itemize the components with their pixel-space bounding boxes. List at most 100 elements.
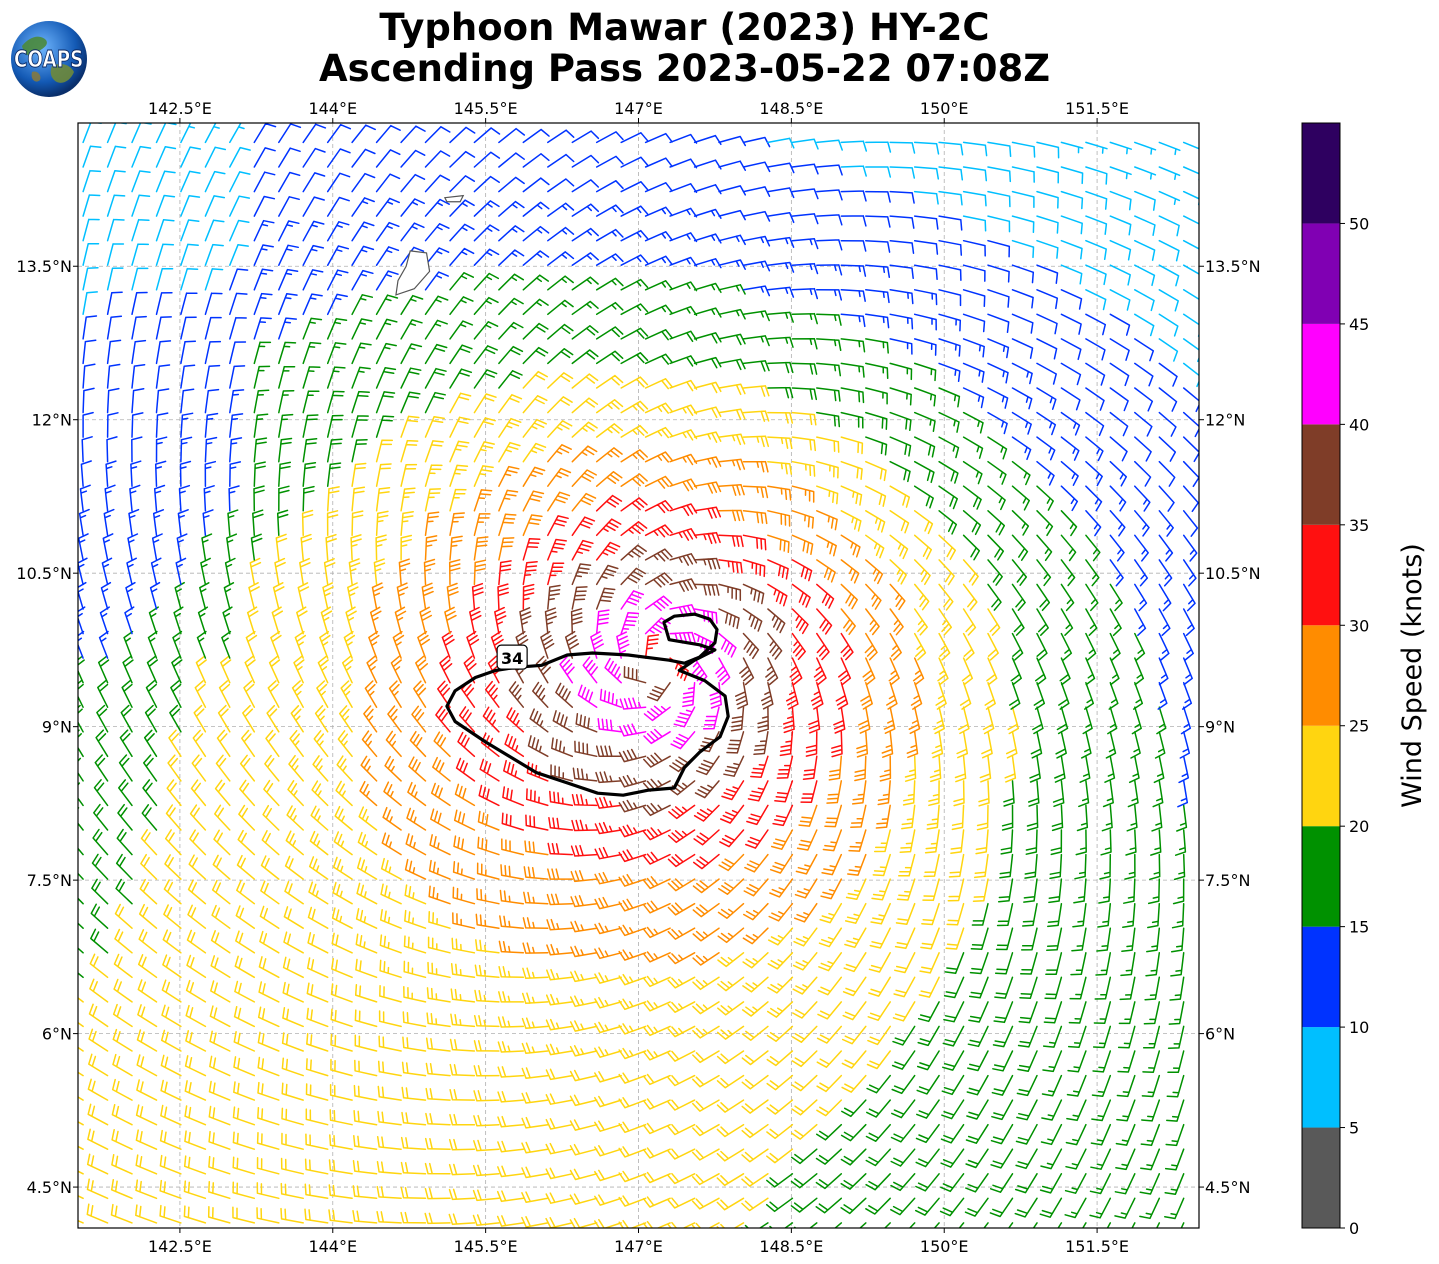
wind-barb xyxy=(180,316,197,340)
wind-barb xyxy=(500,864,525,880)
wind-barb xyxy=(114,928,133,954)
wind-barb xyxy=(618,873,647,887)
wind-barb xyxy=(993,1001,1014,1024)
wind-barb xyxy=(1134,264,1156,287)
wind-barb xyxy=(618,1097,647,1109)
wind-barb xyxy=(112,1028,133,1052)
wind-barb xyxy=(1172,878,1185,905)
wind-barb xyxy=(643,705,671,722)
wind-barb xyxy=(1069,976,1087,1000)
wind-barb xyxy=(186,954,207,979)
wind-barb xyxy=(280,1182,304,1200)
wind-barb xyxy=(1091,1074,1112,1097)
wind-barb xyxy=(477,810,500,831)
colorbar-bin xyxy=(1302,725,1340,827)
wind-barb xyxy=(180,340,197,365)
wind-barb xyxy=(155,340,172,365)
wind-barb xyxy=(227,509,239,537)
wind-barb xyxy=(1039,1197,1063,1218)
wind-barb xyxy=(889,510,910,534)
wind-barb xyxy=(494,606,507,635)
wind-barb xyxy=(1134,559,1149,587)
wind-barb xyxy=(449,296,474,316)
wind-barb xyxy=(594,1145,622,1157)
wind-barb xyxy=(256,1132,280,1150)
wind-barb xyxy=(569,995,598,1008)
wind-barb xyxy=(739,657,755,686)
wind-barb xyxy=(944,952,965,975)
wind-barb xyxy=(1121,927,1136,953)
wind-barb xyxy=(545,1068,574,1081)
wind-barb xyxy=(816,534,837,557)
wind-barb xyxy=(1102,780,1114,808)
wind-barb xyxy=(595,131,624,144)
wind-barb xyxy=(323,558,336,586)
wind-barb xyxy=(160,1054,182,1077)
wind-barb xyxy=(547,129,575,144)
wind-barb xyxy=(623,665,647,684)
wind-barb xyxy=(472,1189,500,1202)
wind-barb xyxy=(1109,657,1120,686)
wind-barb xyxy=(209,1030,231,1052)
wind-barb xyxy=(1078,780,1090,808)
wind-barb xyxy=(1098,878,1112,904)
wind-barb xyxy=(522,466,546,487)
wind-barb xyxy=(644,634,660,659)
wind-barb xyxy=(644,426,673,439)
wind-barb xyxy=(667,1025,696,1038)
wind-barb xyxy=(1085,338,1106,361)
wind-barb xyxy=(1011,166,1035,183)
lat-tick-label-left: 9°N xyxy=(42,718,72,737)
wind-barb xyxy=(594,1194,622,1206)
wind-barb xyxy=(449,247,475,266)
wind-barb xyxy=(1059,657,1071,686)
wind-barb xyxy=(1025,829,1038,855)
wind-barb xyxy=(452,912,476,929)
wind-barb xyxy=(1011,289,1034,309)
wind-barb xyxy=(569,1045,598,1057)
wind-barb xyxy=(914,1197,940,1216)
wind-barb xyxy=(810,681,824,710)
wind-barb xyxy=(352,1185,378,1200)
wind-barb xyxy=(213,829,231,856)
wind-barb xyxy=(618,799,647,813)
wind-barb xyxy=(718,484,745,496)
lon-tick-label-bottom: 151.5°E xyxy=(1065,1237,1129,1256)
lat-tick-label-right: 13.5°N xyxy=(1205,257,1261,276)
wind-barb xyxy=(595,471,623,487)
wind-barb xyxy=(816,583,835,609)
wind-barb xyxy=(718,853,745,872)
wind-barb xyxy=(1090,1148,1112,1170)
wind-barb xyxy=(1109,436,1128,462)
wind-barb xyxy=(767,162,795,174)
wind-barb xyxy=(618,898,647,912)
wind-barb xyxy=(192,729,207,758)
wind-barb xyxy=(88,1028,109,1052)
wind-barb xyxy=(879,755,892,782)
wind-barb xyxy=(498,940,525,954)
wind-barb xyxy=(508,681,525,708)
wind-barb xyxy=(1109,141,1133,155)
wind-barb xyxy=(1057,1222,1063,1228)
wind-barb xyxy=(379,984,402,1003)
wind-barb xyxy=(1182,166,1199,181)
figure-title-line1: Typhoon Mawar (2023) HY-2C xyxy=(379,6,990,49)
wind-barb xyxy=(263,779,280,807)
wind-barb xyxy=(889,387,912,406)
wind-barb xyxy=(1085,534,1101,562)
wind-barb xyxy=(330,1058,353,1077)
wind-barb xyxy=(498,560,512,586)
wind-barb xyxy=(92,828,109,856)
wind-barb xyxy=(962,559,979,586)
wind-barb xyxy=(1085,362,1106,386)
wind-barb xyxy=(987,411,1008,435)
wind-barb xyxy=(521,992,549,1005)
wind-barb xyxy=(692,1025,720,1039)
wind-barb xyxy=(667,878,696,892)
wind-barb xyxy=(668,780,696,796)
wind-barb xyxy=(1085,313,1107,336)
wind-barb xyxy=(302,244,325,266)
wind-barb xyxy=(1127,780,1139,808)
wind-barb xyxy=(1150,829,1162,856)
wind-barb xyxy=(378,1035,402,1052)
